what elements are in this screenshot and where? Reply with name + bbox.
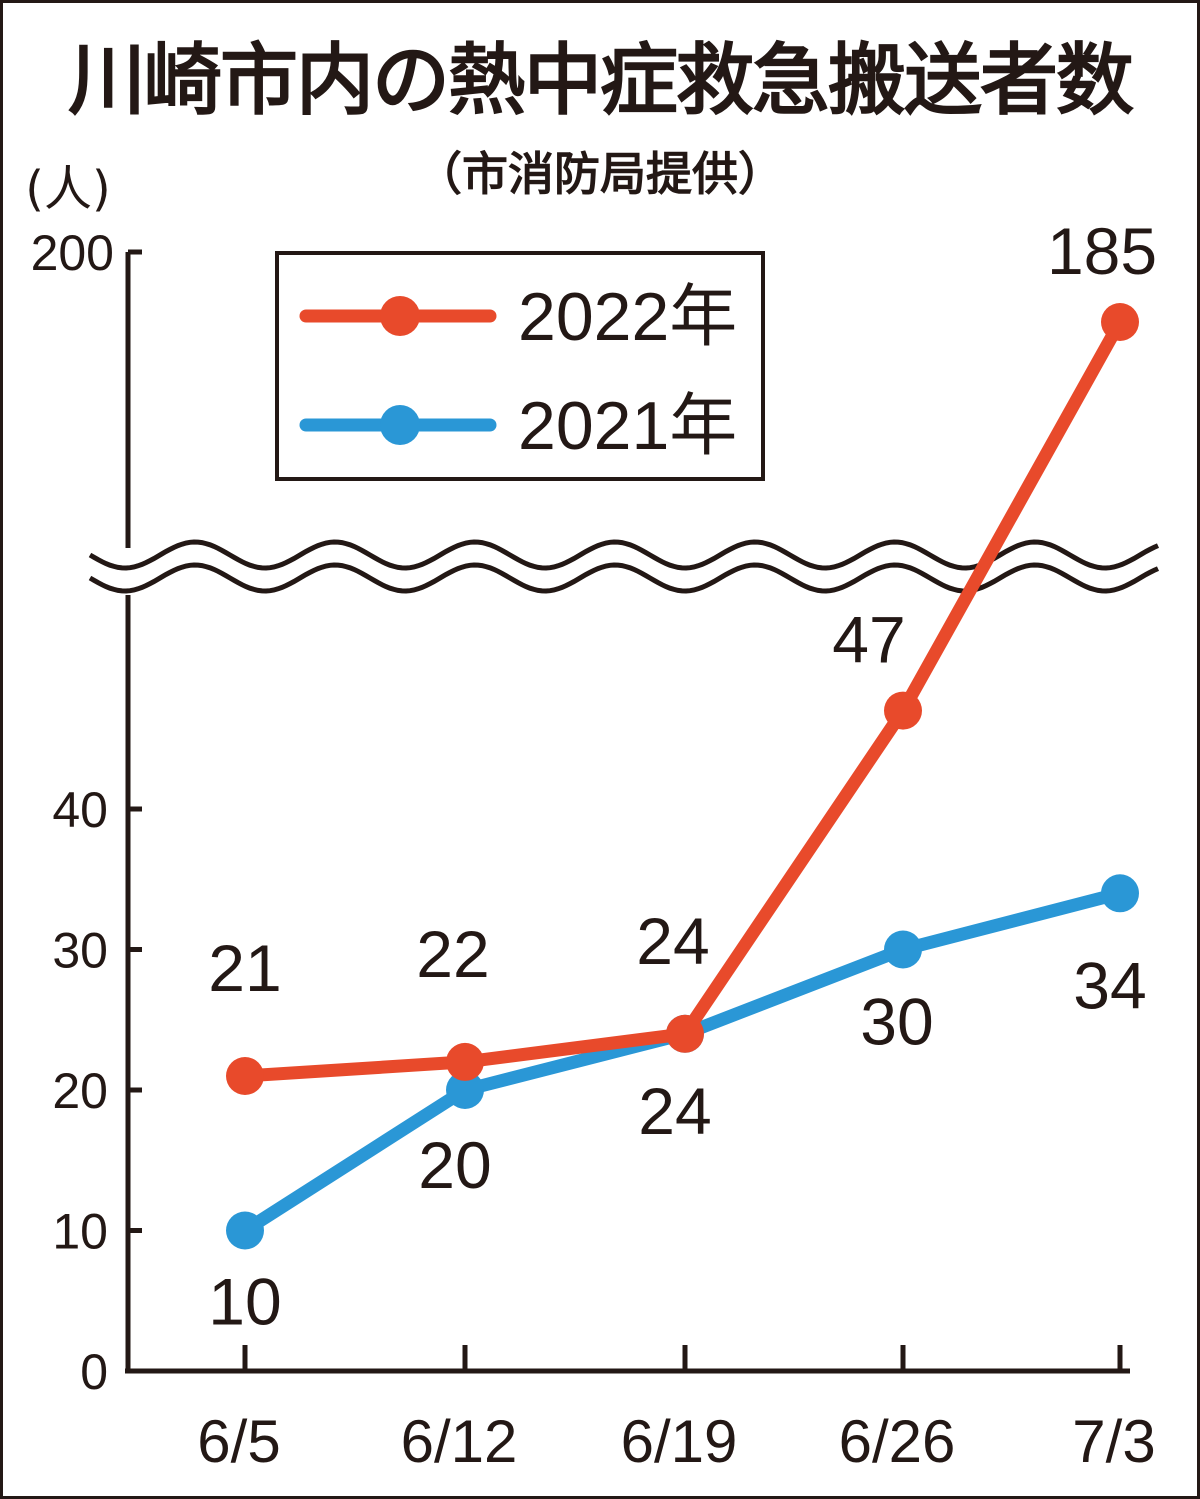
data-label-2021: 34 xyxy=(1073,948,1146,1022)
data-label-2022: 24 xyxy=(636,904,709,978)
chart-subtitle: （市消防局提供） xyxy=(416,147,784,201)
data-point-2022 xyxy=(1101,303,1139,341)
x-tick-label: 6/19 xyxy=(621,1408,738,1475)
legend-swatch-marker-2021 xyxy=(380,405,420,445)
x-tick-label: 6/26 xyxy=(839,1408,956,1475)
y-tick-label: 0 xyxy=(80,1344,108,1400)
data-point-2022 xyxy=(884,691,922,730)
x-tick-label: 7/3 xyxy=(1072,1408,1155,1475)
y-tick-label: 200 xyxy=(31,225,114,281)
x-tick-label: 6/12 xyxy=(401,1408,518,1475)
y-tick-label: 40 xyxy=(52,782,108,838)
data-label-2021: 10 xyxy=(208,1265,281,1339)
y-unit-label: (人) xyxy=(25,161,110,217)
legend-swatch-marker-2022 xyxy=(380,296,420,336)
data-label-2022: 185 xyxy=(1047,214,1157,288)
data-label-2022: 47 xyxy=(832,603,905,677)
x-tick-label: 6/5 xyxy=(197,1408,280,1475)
data-point-2022 xyxy=(226,1057,264,1095)
data-point-2021 xyxy=(446,1071,484,1109)
data-label-2021: 24 xyxy=(638,1074,711,1148)
legend-label-2021: 2021年 xyxy=(518,388,737,464)
chart-title: 川崎市内の熱中症救急搬送者数 xyxy=(67,36,1134,126)
legend-label-2022: 2022年 xyxy=(518,279,737,355)
data-point-2021 xyxy=(884,930,922,969)
data-label-2021: 20 xyxy=(418,1128,491,1202)
data-label-2021: 30 xyxy=(860,985,933,1059)
data-label-2022: 22 xyxy=(416,917,489,991)
y-tick-label: 10 xyxy=(52,1204,108,1260)
legend-box xyxy=(275,251,765,481)
y-tick-label: 30 xyxy=(52,923,108,979)
y-tick-label: 20 xyxy=(52,1063,108,1119)
data-label-2022: 21 xyxy=(208,931,281,1005)
data-point-2021 xyxy=(1101,874,1139,913)
data-point-2021 xyxy=(226,1211,264,1250)
data-point-2022 xyxy=(666,1014,704,1053)
data-point-2022 xyxy=(446,1042,484,1081)
axis-break-line xyxy=(88,562,1160,594)
